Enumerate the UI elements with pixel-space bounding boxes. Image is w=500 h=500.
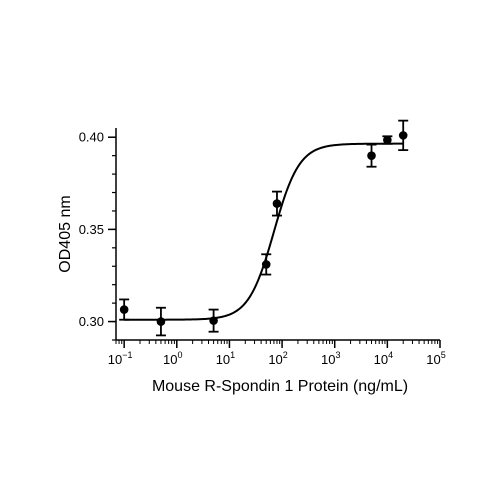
x-tick-label: 103: [321, 350, 340, 367]
data-points: [119, 119, 409, 337]
y-tick-label: 0.40: [79, 130, 104, 145]
data-point: [382, 135, 393, 145]
x-tick-label: 101: [216, 350, 235, 367]
x-tick-label: 100: [163, 350, 182, 367]
y-ticks: 0.30 0.35 0.40: [79, 130, 116, 341]
x-tick-label: 102: [268, 350, 287, 367]
data-point: [261, 253, 272, 276]
x-tick-label: 105: [426, 350, 445, 367]
x-ticks: 10−1 100 101 102 103 104 105: [108, 340, 446, 367]
data-marker: [119, 305, 129, 314]
x-axis-title: Mouse R-Spondin 1 Protein (ng/mL): [152, 378, 408, 395]
x-tick-label: 104: [374, 350, 393, 367]
data-marker: [398, 131, 408, 140]
data-marker: [272, 199, 282, 208]
data-marker: [209, 316, 218, 325]
data-point: [366, 143, 377, 168]
data-marker: [156, 317, 166, 326]
data-point: [208, 308, 219, 333]
axes: [115, 128, 440, 341]
y-tick-label: 0.35: [79, 222, 104, 237]
data-point: [155, 306, 166, 337]
data-marker: [367, 151, 376, 160]
y-axis-title: OD405 nm: [57, 195, 74, 272]
fit-curve: [124, 142, 404, 321]
y-tick-label: 0.30: [79, 314, 104, 329]
data-marker: [261, 260, 271, 269]
data-point: [271, 190, 282, 217]
x-tick-label: 10−1: [108, 350, 133, 367]
data-point: [398, 119, 409, 152]
data-point: [119, 298, 130, 321]
data-marker: [383, 135, 392, 145]
